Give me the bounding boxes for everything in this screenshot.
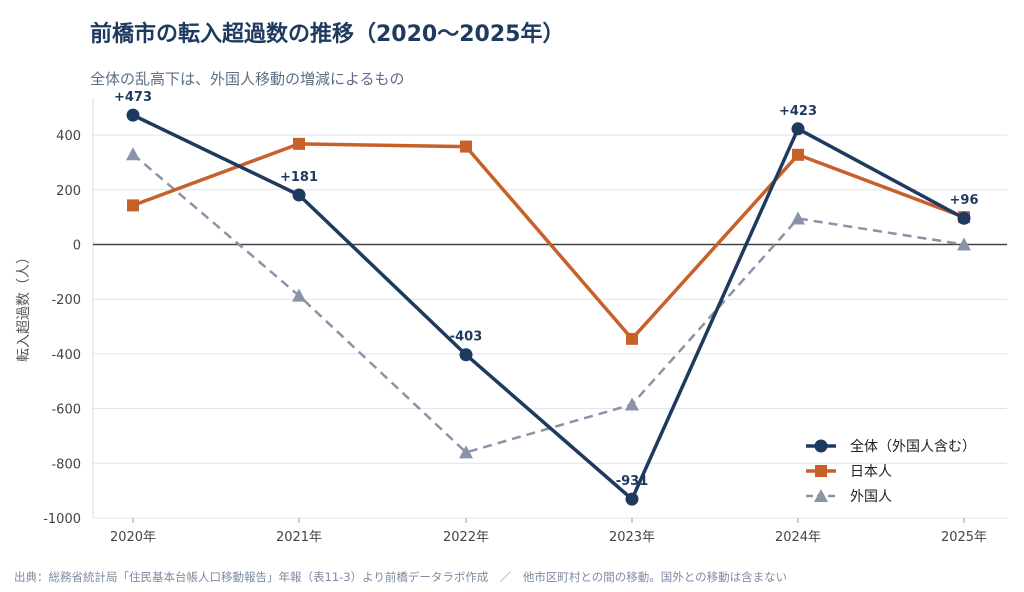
series-line (132, 113, 965, 501)
y-tick-label: -1000 (43, 512, 81, 527)
legend-item: 外国人 (806, 489, 892, 505)
data-point (791, 122, 805, 136)
y-tick-label: -800 (51, 457, 81, 472)
data-point (126, 108, 140, 122)
series-line (132, 142, 965, 341)
x-tick-label: 2022年 (443, 530, 489, 545)
data-point (814, 489, 828, 502)
legend-label: 全体（外国人含む） (850, 438, 976, 455)
data-point (792, 148, 804, 161)
chart-subtitle: 全体の乱高下は、外国人移動の増減によるもの (90, 70, 405, 88)
data-point (292, 288, 306, 302)
chart-title: 前橋市の転入超過数の推移（2020〜2025年） (90, 22, 565, 47)
x-tick-label: 2024年 (775, 530, 821, 545)
series-line (132, 153, 965, 454)
y-tick-label: -600 (51, 403, 81, 418)
series-1 (127, 137, 970, 345)
y-axis-ticks: 400 200 0 -200 -400 -600 -800 -1000 (43, 129, 81, 527)
x-tick-label: 2021年 (276, 530, 322, 545)
data-point (459, 348, 473, 362)
data-point (815, 465, 827, 477)
y-tick-label: 200 (56, 184, 81, 199)
data-labels: +473 +181 -403 -931 +423 +96 (114, 90, 979, 489)
data-point (625, 492, 639, 506)
y-tick-label: 400 (56, 129, 81, 144)
legend-label: 外国人 (850, 489, 892, 505)
data-point (791, 211, 805, 225)
y-tick-label: 0 (73, 239, 81, 254)
y-axis-label: 転入超過数（人） (16, 250, 32, 362)
data-label: +473 (114, 90, 152, 105)
data-point (626, 332, 638, 345)
data-label: -931 (616, 474, 649, 489)
x-tick-label: 2025年 (941, 530, 987, 545)
gridlines (92, 98, 1007, 519)
source-note: 出典：総務省統計局「住民基本台帳人口移動報告」年報（表11-3）より前橋データラ… (14, 570, 788, 584)
legend-item: 日本人 (806, 464, 892, 480)
x-tick-label: 2020年 (110, 530, 156, 545)
x-tick-label: 2023年 (609, 530, 655, 545)
y-tick-label: -200 (51, 293, 81, 308)
legend-item: 全体（外国人含む） (806, 438, 976, 455)
data-point (625, 397, 639, 411)
series-2 (126, 147, 971, 459)
legend-label: 日本人 (850, 464, 892, 480)
data-point (957, 211, 971, 225)
data-point (127, 199, 139, 212)
data-point (292, 188, 306, 202)
series-0 (126, 108, 971, 506)
data-point (814, 439, 828, 453)
data-label: +181 (280, 170, 318, 185)
data-label: +423 (779, 104, 817, 119)
data-label: +96 (950, 193, 979, 208)
series-layer (126, 108, 971, 506)
data-point (460, 140, 472, 153)
y-tick-label: -400 (51, 348, 81, 363)
data-label: -403 (450, 330, 483, 345)
data-point (293, 137, 305, 150)
data-point (957, 237, 971, 251)
data-point (459, 445, 473, 459)
data-point (126, 147, 140, 161)
x-axis-ticks: 2020年 2021年 2022年 2023年 2024年 2025年 (110, 518, 987, 545)
